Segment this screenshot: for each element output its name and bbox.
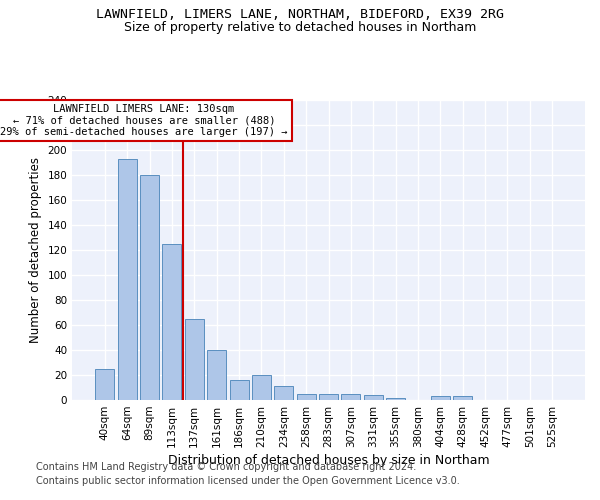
- Bar: [140, 175, 159, 400]
- Bar: [431, 396, 450, 400]
- Text: LAWNFIELD LIMERS LANE: 130sqm
← 71% of detached houses are smaller (488)
29% of : LAWNFIELD LIMERS LANE: 130sqm ← 71% of d…: [0, 104, 288, 137]
- Bar: [163, 244, 181, 400]
- Bar: [95, 369, 115, 400]
- Bar: [296, 394, 316, 400]
- Bar: [274, 386, 293, 400]
- Bar: [252, 375, 271, 400]
- Bar: [364, 395, 383, 400]
- Bar: [386, 398, 405, 400]
- Text: Size of property relative to detached houses in Northam: Size of property relative to detached ho…: [124, 21, 476, 34]
- Bar: [319, 394, 338, 400]
- Bar: [185, 319, 204, 400]
- Text: Contains public sector information licensed under the Open Government Licence v3: Contains public sector information licen…: [36, 476, 460, 486]
- Text: Contains HM Land Registry data © Crown copyright and database right 2024.: Contains HM Land Registry data © Crown c…: [36, 462, 416, 472]
- Bar: [118, 159, 137, 400]
- X-axis label: Distribution of detached houses by size in Northam: Distribution of detached houses by size …: [167, 454, 490, 467]
- Bar: [341, 394, 361, 400]
- Bar: [207, 350, 226, 400]
- Bar: [230, 380, 248, 400]
- Text: LAWNFIELD, LIMERS LANE, NORTHAM, BIDEFORD, EX39 2RG: LAWNFIELD, LIMERS LANE, NORTHAM, BIDEFOR…: [96, 8, 504, 20]
- Bar: [453, 396, 472, 400]
- Y-axis label: Number of detached properties: Number of detached properties: [29, 157, 42, 343]
